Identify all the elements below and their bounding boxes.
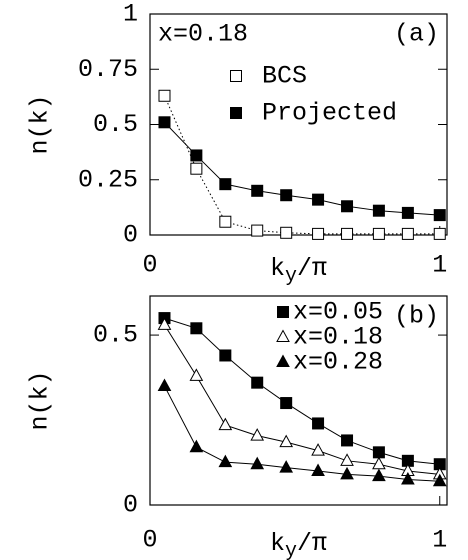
series-line — [164, 385, 440, 482]
data-point — [312, 193, 325, 206]
data-point — [218, 454, 233, 468]
x-tick-label: 0 — [142, 526, 157, 555]
data-point — [280, 189, 293, 202]
data-point — [158, 116, 171, 129]
series-line — [164, 317, 440, 465]
data-point — [279, 434, 294, 448]
data-point — [401, 206, 414, 219]
data-point — [432, 473, 447, 487]
x-axis-label-base: k — [270, 254, 285, 283]
x-axis-label-base: k — [270, 529, 285, 558]
legend-marker — [276, 354, 290, 367]
data-point — [251, 224, 264, 237]
data-point — [340, 466, 354, 480]
y-tick-label: 0 — [123, 221, 138, 250]
legend-label: x=0.28 — [293, 348, 383, 377]
data-point — [250, 456, 265, 470]
y-tick-label: 0.5 — [93, 110, 138, 139]
x-axis-label-sub: y — [285, 265, 297, 288]
legend-label: x=0.18 — [293, 323, 383, 352]
legend-marker — [230, 107, 242, 119]
y-tick-label: 0.25 — [78, 165, 138, 194]
data-point — [372, 227, 385, 240]
plot-frame — [149, 295, 448, 506]
data-point — [312, 417, 325, 430]
data-point — [311, 443, 325, 456]
series-line — [164, 95, 440, 235]
data-point — [280, 226, 293, 239]
data-point — [219, 349, 232, 362]
x-axis-label: ky/π — [270, 529, 327, 560]
data-point — [341, 434, 354, 447]
data-point — [279, 460, 294, 473]
series-line — [164, 324, 440, 475]
data-point — [157, 317, 172, 330]
data-point — [189, 439, 204, 453]
data-point — [401, 471, 415, 485]
legend-label: Projected — [262, 99, 397, 128]
data-point — [311, 463, 325, 477]
data-point — [190, 322, 203, 335]
x-tick-label: 0 — [142, 251, 157, 280]
x-axis-label-rest: /π — [297, 254, 327, 283]
legend-marker — [277, 306, 289, 318]
data-point — [250, 428, 265, 441]
data-point — [372, 468, 386, 482]
data-point — [280, 397, 293, 410]
annotation: x=0.18 — [158, 20, 248, 49]
data-point — [219, 215, 232, 228]
y-tick-label: 0.5 — [93, 321, 138, 350]
data-point — [312, 227, 325, 240]
legend-label: x=0.05 — [293, 298, 383, 327]
data-point — [341, 227, 354, 240]
panel-label: (b) — [394, 302, 439, 331]
data-point — [218, 417, 233, 431]
series-line — [164, 121, 440, 216]
data-point — [251, 376, 264, 389]
x-axis-label-rest: /π — [297, 529, 327, 558]
legend-marker — [230, 70, 242, 82]
panel-label: (a) — [394, 20, 439, 49]
x-tick-label: 1 — [432, 526, 447, 555]
data-point — [433, 209, 446, 222]
data-point — [219, 178, 232, 191]
data-point — [251, 184, 264, 197]
data-point — [190, 162, 203, 175]
data-point — [190, 149, 203, 162]
data-point — [157, 378, 172, 392]
legend-label: BCS — [262, 62, 307, 91]
data-point — [189, 368, 204, 381]
data-point — [158, 89, 171, 102]
data-point — [340, 453, 354, 466]
data-point — [341, 200, 354, 213]
x-axis-label: ky/π — [270, 254, 327, 289]
y-tick-label: 0.75 — [78, 55, 138, 84]
data-point — [372, 446, 385, 459]
y-tick-label: 1 — [123, 0, 138, 29]
data-point — [401, 227, 414, 240]
data-point — [372, 204, 385, 217]
data-point — [372, 456, 386, 470]
y-tick-label: 0 — [123, 491, 138, 520]
data-point — [433, 227, 446, 240]
y-axis-label: n(k) — [26, 370, 55, 430]
y-axis-label: n(k) — [26, 94, 55, 154]
x-axis-label-sub: y — [285, 540, 297, 560]
x-tick-label: 1 — [432, 251, 447, 280]
legend-marker — [276, 329, 290, 342]
